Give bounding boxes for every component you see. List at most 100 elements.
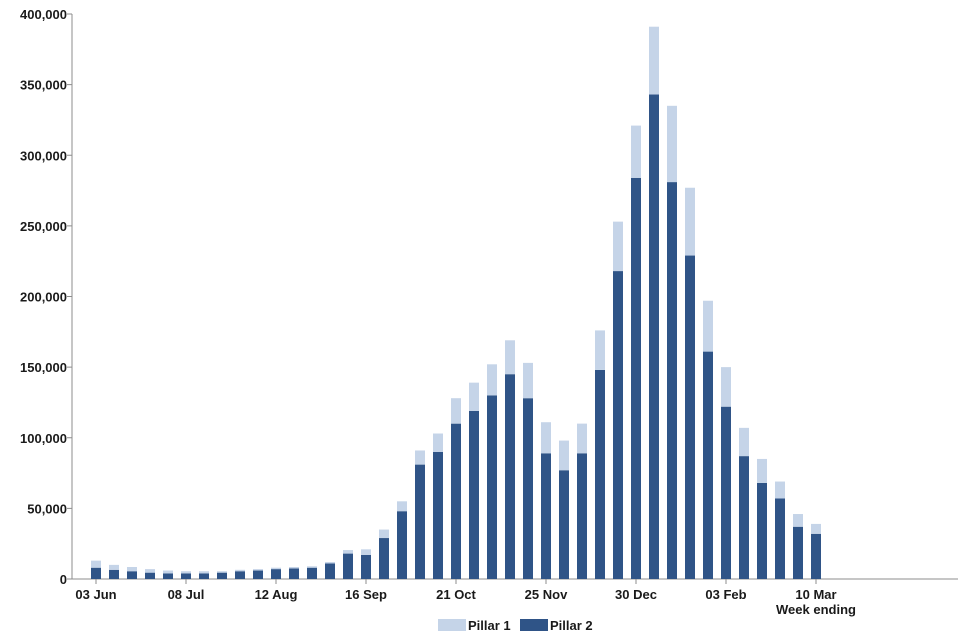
- bar-pillar-2: 23 Sep Pillar 2: 29000: [379, 538, 389, 579]
- bars-group: 03 Jun Pillar 2: 800003 Jun Pillar 1: 50…: [91, 26, 821, 579]
- bar-pillar-2: 09 Sep Pillar 2: 18000: [343, 553, 353, 579]
- bar-pillar-1: 01 Jul Pillar 1: 2000: [163, 570, 173, 574]
- bar-pillar-2: 25 Nov Pillar 2: 89000: [541, 453, 551, 579]
- legend: Pillar 1 Pillar 2: [438, 618, 593, 633]
- bar-pillar-2: 29 Jul Pillar 2: 5500: [235, 571, 245, 579]
- bar-pillar-1: 08 Jul Pillar 1: 1500: [181, 571, 191, 574]
- bar-pillar-2: 03 Feb Pillar 2: 122000: [721, 406, 731, 579]
- bar-pillar-1: 16 Dec Pillar 1: 28000: [595, 330, 605, 370]
- y-tick-label: 100,000: [20, 431, 67, 446]
- bar-pillar-1: 23 Sep Pillar 1: 6000: [379, 529, 389, 539]
- bar-pillar-1: 06 Jan Pillar 1: 48000: [649, 26, 659, 95]
- y-axis: 0 50,000 100,000 150,000 200,000 250,000 300,0…: [20, 7, 73, 587]
- bar-pillar-2: 27 Jan Pillar 2: 161000: [703, 351, 713, 579]
- x-tick-label: 10 Mar: [795, 587, 836, 602]
- bar-pillar-1: 17 Jun Pillar 1: 3000: [127, 566, 137, 572]
- bar-pillar-1: 25 Nov Pillar 1: 22000: [541, 422, 551, 454]
- y-tick-label: 250,000: [20, 219, 67, 234]
- bar-pillar-1: 30 Dec Pillar 1: 37000: [631, 125, 641, 178]
- y-tick-label: 150,000: [20, 360, 67, 375]
- bar-pillar-2: 20 Jan Pillar 2: 229000: [685, 255, 695, 579]
- y-tick-label: 300,000: [20, 148, 67, 163]
- x-tick-label: 08 Jul: [168, 587, 205, 602]
- bar-pillar-2: 08 Jul Pillar 2: 4000: [181, 573, 191, 579]
- bar-pillar-1: 02 Dec Pillar 1: 21000: [559, 440, 569, 471]
- bar-pillar-1: 04 Nov Pillar 1: 22000: [487, 364, 497, 396]
- bar-pillar-2: 16 Sep Pillar 2: 17000: [361, 554, 371, 579]
- y-tick-label: 0: [60, 572, 67, 587]
- bar-pillar-1: 26 Aug Pillar 1: 1000: [307, 566, 317, 568]
- bar-pillar-1: 13 Jan Pillar 1: 54000: [667, 105, 677, 183]
- bar-pillar-2: 19 Aug Pillar 2: 7500: [289, 568, 299, 579]
- bar-pillar-2: 04 Nov Pillar 2: 130000: [487, 395, 497, 579]
- bar-pillar-2: 15 Jul Pillar 2: 4000: [199, 573, 209, 579]
- y-tick-label: 350,000: [20, 78, 67, 93]
- bar-pillar-2: 02 Dec Pillar 2: 77000: [559, 470, 569, 579]
- legend-label-pillar-2: Pillar 2: [550, 618, 593, 633]
- bar-pillar-1: 10 Jun Pillar 1: 3500: [109, 564, 119, 570]
- bar-pillar-1: 10 Mar Pillar 1: 7000: [811, 523, 821, 534]
- bar-pillar-1: 12 Aug Pillar 1: 1000: [271, 567, 281, 570]
- bar-pillar-1: 24 Feb Pillar 1: 12000: [775, 481, 785, 499]
- bar-pillar-2: 10 Jun Pillar 2: 6500: [109, 569, 119, 579]
- y-tick-label: 200,000: [20, 290, 67, 305]
- bar-pillar-1: 15 Jul Pillar 1: 1500: [199, 571, 209, 574]
- bar-pillar-1: 02 Sep Pillar 1: 1000: [325, 562, 335, 564]
- bar-pillar-1: 30 Sep Pillar 1: 7000: [397, 501, 407, 512]
- bar-pillar-1: 18 Nov Pillar 1: 25000: [523, 362, 533, 399]
- bar-pillar-2: 18 Nov Pillar 2: 128000: [523, 398, 533, 579]
- x-tick-label: 03 Feb: [705, 587, 746, 602]
- y-tick-label: 400,000: [20, 7, 67, 22]
- bar-pillar-1: 21 Oct Pillar 1: 18000: [451, 398, 461, 424]
- bar-pillar-2: 17 Jun Pillar 2: 5500: [127, 571, 137, 579]
- bar-pillar-1: 27 Jan Pillar 1: 36000: [703, 300, 713, 352]
- bar-pillar-2: 12 Aug Pillar 2: 7000: [271, 569, 281, 579]
- bar-pillar-2: 13 Jan Pillar 2: 281000: [667, 182, 677, 579]
- bar-pillar-2: 21 Oct Pillar 2: 110000: [451, 423, 461, 579]
- bar-pillar-1: 20 Jan Pillar 1: 48000: [685, 187, 695, 256]
- x-tick-label: 25 Nov: [525, 587, 568, 602]
- bar-pillar-1: 17 Feb Pillar 1: 17000: [757, 458, 767, 483]
- bar-pillar-2: 16 Dec Pillar 2: 148000: [595, 369, 605, 579]
- legend-swatch-pillar-1: [438, 619, 466, 631]
- x-tick-label: 16 Sep: [345, 587, 387, 602]
- bar-pillar-2: 01 Jul Pillar 2: 4000: [163, 573, 173, 579]
- bar-pillar-2: 26 Aug Pillar 2: 8000: [307, 567, 317, 579]
- bar-pillar-2: 28 Oct Pillar 2: 119000: [469, 410, 479, 579]
- bar-pillar-2: 24 Feb Pillar 2: 57000: [775, 498, 785, 579]
- bar-pillar-2: 14 Oct Pillar 2: 90000: [433, 451, 443, 579]
- bar-pillar-2: 22 Jul Pillar 2: 4500: [217, 572, 227, 579]
- x-axis-title: Week ending: [776, 602, 856, 617]
- bar-pillar-1: 09 Dec Pillar 1: 21000: [577, 423, 587, 454]
- legend-label-pillar-1: Pillar 1: [468, 618, 511, 633]
- bar-pillar-2: 23 Dec Pillar 2: 218000: [613, 271, 623, 579]
- bar-pillar-2: 10 Feb Pillar 2: 87000: [739, 456, 749, 579]
- bar-pillar-1: 03 Feb Pillar 1: 28000: [721, 367, 731, 407]
- x-tick-label: 21 Oct: [436, 587, 476, 602]
- x-tick-label: 30 Dec: [615, 587, 657, 602]
- bar-pillar-1: 10 Feb Pillar 1: 20000: [739, 427, 749, 457]
- bar-pillar-2: 30 Dec Pillar 2: 284000: [631, 177, 641, 579]
- bar-pillar-1: 16 Sep Pillar 1: 4000: [361, 549, 371, 555]
- legend-swatch-pillar-2: [520, 619, 548, 631]
- bar-pillar-1: 07 Oct Pillar 1: 10000: [415, 450, 425, 465]
- bar-pillar-2: 02 Sep Pillar 2: 11000: [325, 563, 335, 579]
- bar-pillar-1: 24 Jun Pillar 1: 2500: [145, 569, 155, 573]
- x-tick-label: 12 Aug: [255, 587, 298, 602]
- bar-pillar-2: 07 Oct Pillar 2: 81000: [415, 464, 425, 579]
- bar-pillar-2: 30 Sep Pillar 2: 48000: [397, 511, 407, 579]
- bar-pillar-1: 11 Nov Pillar 1: 24000: [505, 340, 515, 375]
- bar-pillar-1: 09 Sep Pillar 1: 2500: [343, 550, 353, 554]
- x-tick-label: 03 Jun: [75, 587, 116, 602]
- bar-pillar-2: 11 Nov Pillar 2: 145000: [505, 374, 515, 579]
- bar-pillar-2: 06 Jan Pillar 2: 343000: [649, 94, 659, 579]
- bar-pillar-2: 09 Dec Pillar 2: 89000: [577, 453, 587, 579]
- bar-pillar-1: 28 Oct Pillar 1: 20000: [469, 382, 479, 411]
- bar-pillar-1: 19 Aug Pillar 1: 1000: [289, 566, 299, 569]
- bar-pillar-1: 14 Oct Pillar 1: 13000: [433, 433, 443, 452]
- bar-pillar-2: 24 Jun Pillar 2: 4500: [145, 572, 155, 579]
- bar-pillar-2: 10 Mar Pillar 2: 32000: [811, 533, 821, 579]
- bar-pillar-2: 03 Mar Pillar 2: 37000: [793, 526, 803, 579]
